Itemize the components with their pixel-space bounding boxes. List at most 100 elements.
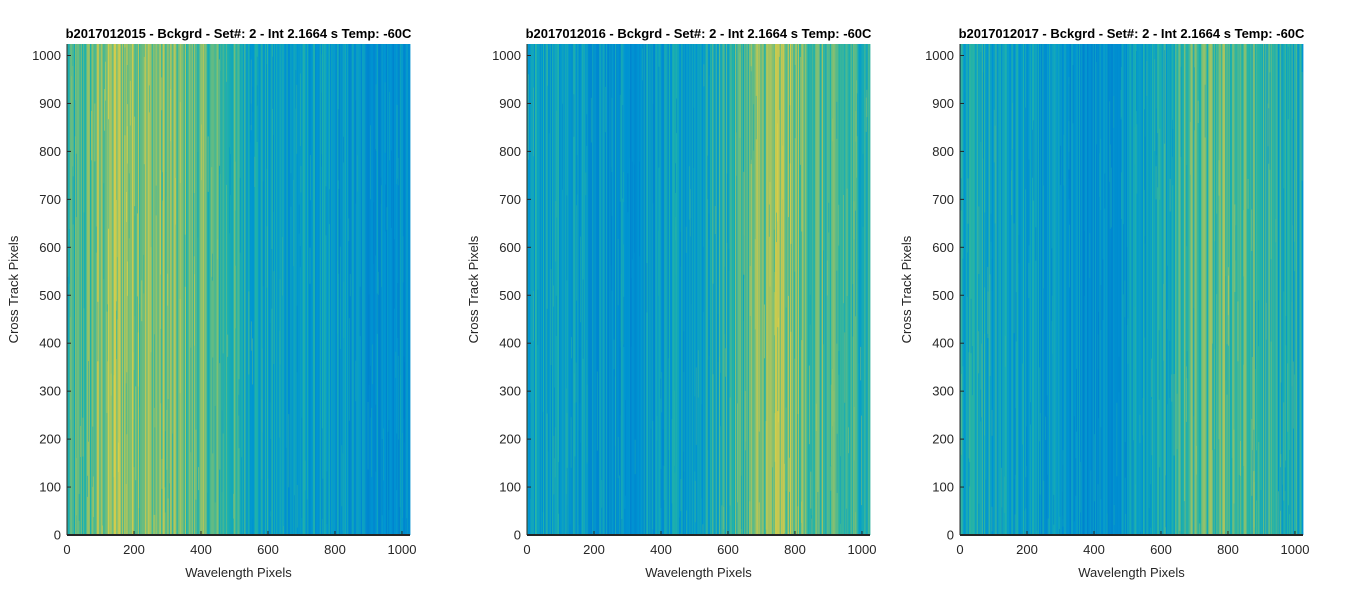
heatmap-column — [1169, 44, 1171, 535]
heatmap-streak — [580, 236, 581, 323]
heatmap-streak — [749, 266, 751, 316]
heatmap-column — [1123, 44, 1126, 535]
heatmap-column — [745, 44, 747, 535]
heatmap-column — [345, 44, 348, 535]
heatmap-streak — [656, 415, 658, 441]
heatmap-column — [373, 44, 375, 535]
heatmap-streak — [743, 272, 744, 321]
heatmap-streak — [758, 431, 760, 503]
heatmap-streak — [668, 358, 670, 451]
heatmap-streak — [1301, 72, 1303, 181]
heatmap-column — [357, 44, 359, 535]
heatmap-streak — [799, 57, 801, 165]
heatmap-streak — [234, 161, 236, 211]
heatmap-column — [270, 44, 273, 535]
heatmap-streak — [1235, 225, 1237, 261]
heatmap-column — [237, 44, 239, 535]
y-tick-label: 100 — [932, 480, 954, 495]
heatmap-streak — [621, 519, 623, 535]
heatmap-streak — [1124, 442, 1126, 478]
heatmap-streak — [165, 172, 167, 197]
heatmap-column — [383, 44, 386, 535]
heatmap-streak — [749, 501, 751, 535]
heatmap-streak — [1051, 248, 1053, 322]
heatmap-column — [755, 44, 758, 535]
heatmap-column — [164, 44, 166, 535]
heatmap-streak — [971, 346, 973, 396]
heatmap-streak — [370, 125, 371, 200]
heatmap-column — [1011, 44, 1013, 535]
heatmap-column — [265, 44, 268, 535]
heatmap-column — [812, 44, 815, 535]
heatmap-column — [676, 44, 679, 535]
heatmap-streak — [724, 348, 726, 377]
heatmap-streak — [212, 357, 214, 454]
heatmap-column — [93, 44, 95, 535]
heatmap-streak — [386, 207, 388, 230]
heatmap-column — [1259, 44, 1262, 535]
heatmap-streak — [1289, 449, 1291, 515]
heatmap-streak — [134, 116, 136, 207]
heatmap-streak — [343, 136, 344, 163]
heatmap-column — [292, 44, 294, 535]
y-tick-label: 200 — [39, 432, 61, 447]
heatmap-column — [1296, 44, 1298, 535]
heatmap-streak — [1035, 227, 1037, 261]
heatmap-streak — [987, 291, 989, 339]
heatmap-column — [751, 44, 753, 535]
heatmap-streak — [393, 239, 395, 309]
heatmap-column — [1076, 44, 1079, 535]
heatmap-column — [1157, 44, 1160, 535]
heatmap-column — [532, 44, 535, 535]
heatmap-streak — [1179, 530, 1181, 535]
heatmap-streak — [981, 343, 983, 418]
heatmap-streak — [622, 105, 624, 199]
heatmap-column — [571, 44, 574, 535]
heatmap-column — [317, 44, 319, 535]
heatmap-column — [722, 44, 725, 535]
heatmap-column — [682, 44, 685, 535]
heatmap-column — [669, 44, 672, 535]
heatmap-streak — [1109, 101, 1111, 182]
heatmap-streak — [1046, 395, 1048, 480]
heatmap-streak — [624, 508, 626, 535]
heatmap-streak — [529, 403, 531, 499]
x-tick-label: 200 — [1016, 542, 1038, 557]
heatmap-streak — [753, 104, 755, 151]
heatmap-column — [733, 44, 736, 535]
heatmap-column — [859, 44, 862, 535]
heatmap-column — [994, 44, 996, 535]
heatmap-streak — [634, 439, 636, 475]
heatmap-column — [583, 44, 585, 535]
heatmap-streak — [764, 304, 765, 359]
heatmap-column — [1209, 44, 1211, 535]
heatmap-column — [1258, 44, 1260, 535]
heatmap-column — [185, 44, 188, 535]
heatmap-streak — [968, 352, 970, 459]
heatmap-column — [764, 44, 767, 535]
heatmap-streak — [794, 271, 796, 359]
heatmap-column — [94, 44, 96, 535]
heatmap-column — [1078, 44, 1081, 535]
heatmap-column — [107, 44, 109, 535]
heatmap-column — [648, 44, 650, 535]
heatmap-streak — [137, 332, 139, 387]
heatmap-column — [1290, 44, 1292, 535]
heatmap-column — [1019, 44, 1021, 535]
heatmap-streak — [579, 347, 581, 404]
heatmap-column — [159, 44, 162, 535]
heatmap-streak — [1036, 530, 1038, 535]
heatmap-streak — [72, 176, 74, 225]
heatmap-streak — [241, 457, 243, 535]
heatmap-streak — [960, 178, 962, 211]
heatmap-streak — [1256, 450, 1257, 501]
heatmap-streak — [1121, 172, 1122, 219]
heatmap-streak — [337, 109, 339, 181]
heatmap-column — [1024, 44, 1026, 535]
heatmap-streak — [1140, 531, 1141, 535]
heatmap-column — [791, 44, 793, 535]
heatmap-streak — [1291, 301, 1293, 387]
heatmap-streak — [619, 475, 620, 535]
heatmap-streak — [1132, 440, 1134, 535]
heatmap-column — [828, 44, 831, 535]
